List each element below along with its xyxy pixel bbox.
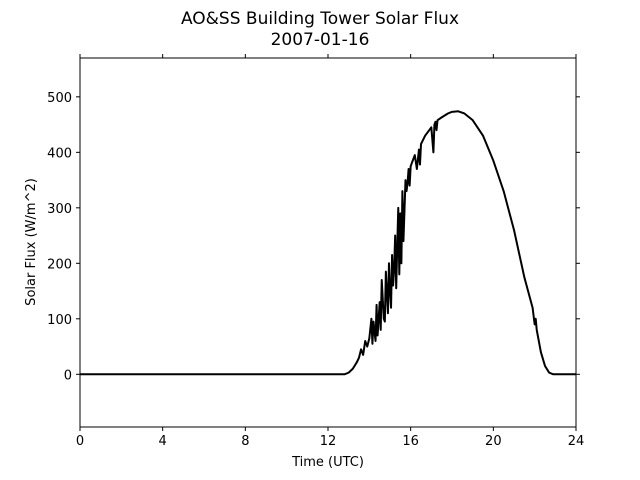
y-tick-label: 500 bbox=[47, 91, 72, 106]
x-axis-label: Time (UTC) bbox=[291, 455, 364, 470]
y-tick-label: 300 bbox=[47, 202, 72, 217]
x-tick-label: 16 bbox=[402, 434, 419, 449]
plot-area: 0 4 8 12 16 20 24 0 100 200 300 400 500 bbox=[47, 54, 584, 449]
x-tick-label: 4 bbox=[159, 434, 167, 449]
chart-subtitle: 2007-01-16 bbox=[271, 30, 370, 50]
y-tick-label: 0 bbox=[64, 368, 72, 383]
y-tick-label: 200 bbox=[47, 257, 72, 272]
plot-frame bbox=[79, 57, 577, 428]
y-tick-label: 100 bbox=[47, 313, 72, 328]
x-tick-label: 8 bbox=[241, 434, 249, 449]
x-tick-label: 24 bbox=[568, 434, 585, 449]
chart-title: AO&SS Building Tower Solar Flux bbox=[181, 9, 459, 29]
x-tick-label: 0 bbox=[76, 434, 84, 449]
y-axis-label: Solar Flux (W/m^2) bbox=[24, 178, 39, 306]
y-tick-label: 400 bbox=[47, 146, 72, 161]
series-line-0 bbox=[80, 110, 576, 376]
x-tick-label: 20 bbox=[485, 434, 502, 449]
x-tick-label: 12 bbox=[320, 434, 337, 449]
